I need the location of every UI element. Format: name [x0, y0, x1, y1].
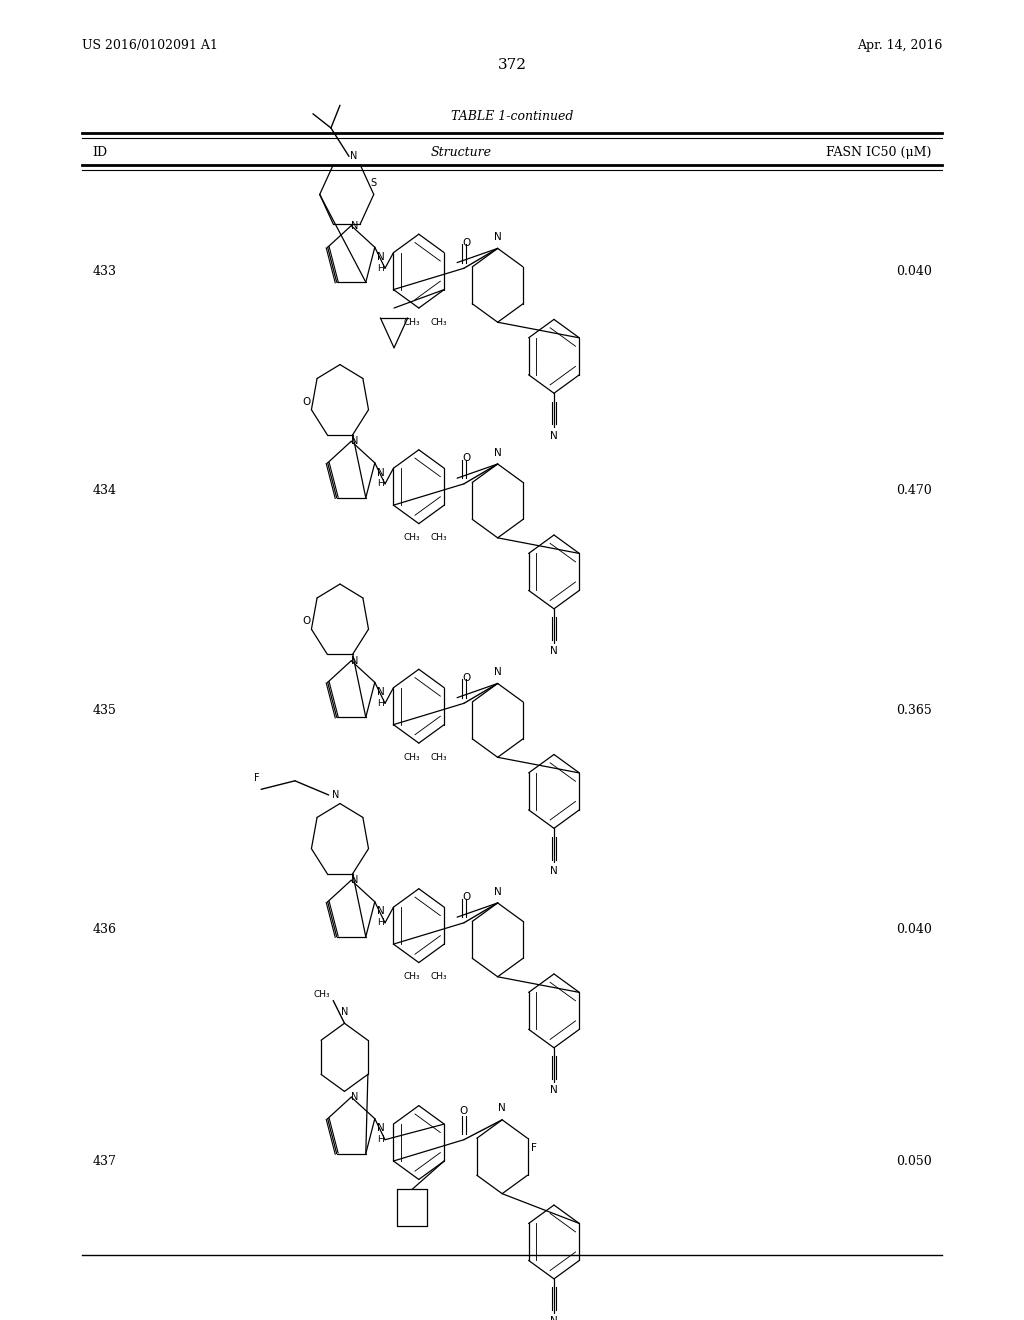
- Text: N: N: [341, 1007, 348, 1016]
- Text: N: N: [351, 875, 358, 886]
- Text: N: N: [332, 789, 339, 800]
- Text: H: H: [377, 1135, 384, 1144]
- Text: N: N: [377, 907, 384, 916]
- Text: F: F: [530, 1143, 537, 1154]
- Text: H: H: [377, 919, 384, 928]
- Text: N: N: [494, 447, 502, 458]
- Text: N: N: [494, 667, 502, 677]
- Text: N: N: [494, 887, 502, 896]
- Text: N: N: [550, 1085, 558, 1096]
- Text: 437: 437: [92, 1155, 116, 1168]
- Text: CH₃: CH₃: [403, 318, 421, 327]
- Text: CH₃: CH₃: [403, 973, 421, 981]
- Text: N: N: [550, 1316, 558, 1320]
- Text: Structure: Structure: [430, 145, 492, 158]
- Text: 0.050: 0.050: [896, 1155, 932, 1168]
- Text: F: F: [254, 774, 259, 783]
- Text: N: N: [550, 430, 558, 441]
- Text: O: O: [462, 673, 470, 682]
- Text: 0.040: 0.040: [896, 264, 932, 277]
- Text: Apr. 14, 2016: Apr. 14, 2016: [857, 38, 942, 51]
- Text: N: N: [377, 467, 384, 478]
- Text: O: O: [302, 616, 310, 626]
- Text: H: H: [377, 698, 384, 708]
- Text: H: H: [377, 264, 384, 273]
- Text: FASN IC50 (μM): FASN IC50 (μM): [826, 145, 932, 158]
- Text: 0.365: 0.365: [896, 704, 932, 717]
- Text: N: N: [377, 252, 384, 261]
- Text: 434: 434: [92, 484, 116, 498]
- Text: O: O: [462, 238, 470, 248]
- Text: N: N: [377, 686, 384, 697]
- Text: ID: ID: [92, 145, 108, 158]
- Text: 0.040: 0.040: [896, 923, 932, 936]
- Text: N: N: [351, 1092, 358, 1102]
- Text: CH₃: CH₃: [431, 973, 447, 981]
- Text: 0.470: 0.470: [896, 484, 932, 498]
- Text: 436: 436: [92, 923, 116, 936]
- Text: N: N: [351, 437, 358, 446]
- Text: O: O: [462, 892, 470, 903]
- Text: O: O: [462, 453, 470, 463]
- Text: CH₃: CH₃: [403, 752, 421, 762]
- Text: 372: 372: [498, 58, 526, 71]
- Text: CH₃: CH₃: [431, 533, 447, 543]
- Text: N: N: [550, 647, 558, 656]
- Text: TABLE 1-continued: TABLE 1-continued: [451, 110, 573, 123]
- Text: N: N: [377, 1123, 384, 1134]
- Text: N: N: [350, 152, 357, 161]
- Text: CH₃: CH₃: [313, 990, 331, 999]
- Text: N: N: [499, 1104, 506, 1114]
- Text: 433: 433: [92, 264, 116, 277]
- Text: H: H: [377, 479, 384, 488]
- Text: N: N: [351, 220, 358, 231]
- Text: CH₃: CH₃: [431, 752, 447, 762]
- Text: CH₃: CH₃: [431, 318, 447, 327]
- Text: O: O: [460, 1106, 468, 1117]
- Text: N: N: [550, 866, 558, 876]
- Text: O: O: [302, 396, 310, 407]
- Text: N: N: [494, 232, 502, 242]
- Text: 435: 435: [92, 704, 116, 717]
- Text: US 2016/0102091 A1: US 2016/0102091 A1: [82, 38, 218, 51]
- Text: CH₃: CH₃: [403, 533, 421, 543]
- Text: S: S: [371, 178, 377, 187]
- Text: N: N: [351, 656, 358, 665]
